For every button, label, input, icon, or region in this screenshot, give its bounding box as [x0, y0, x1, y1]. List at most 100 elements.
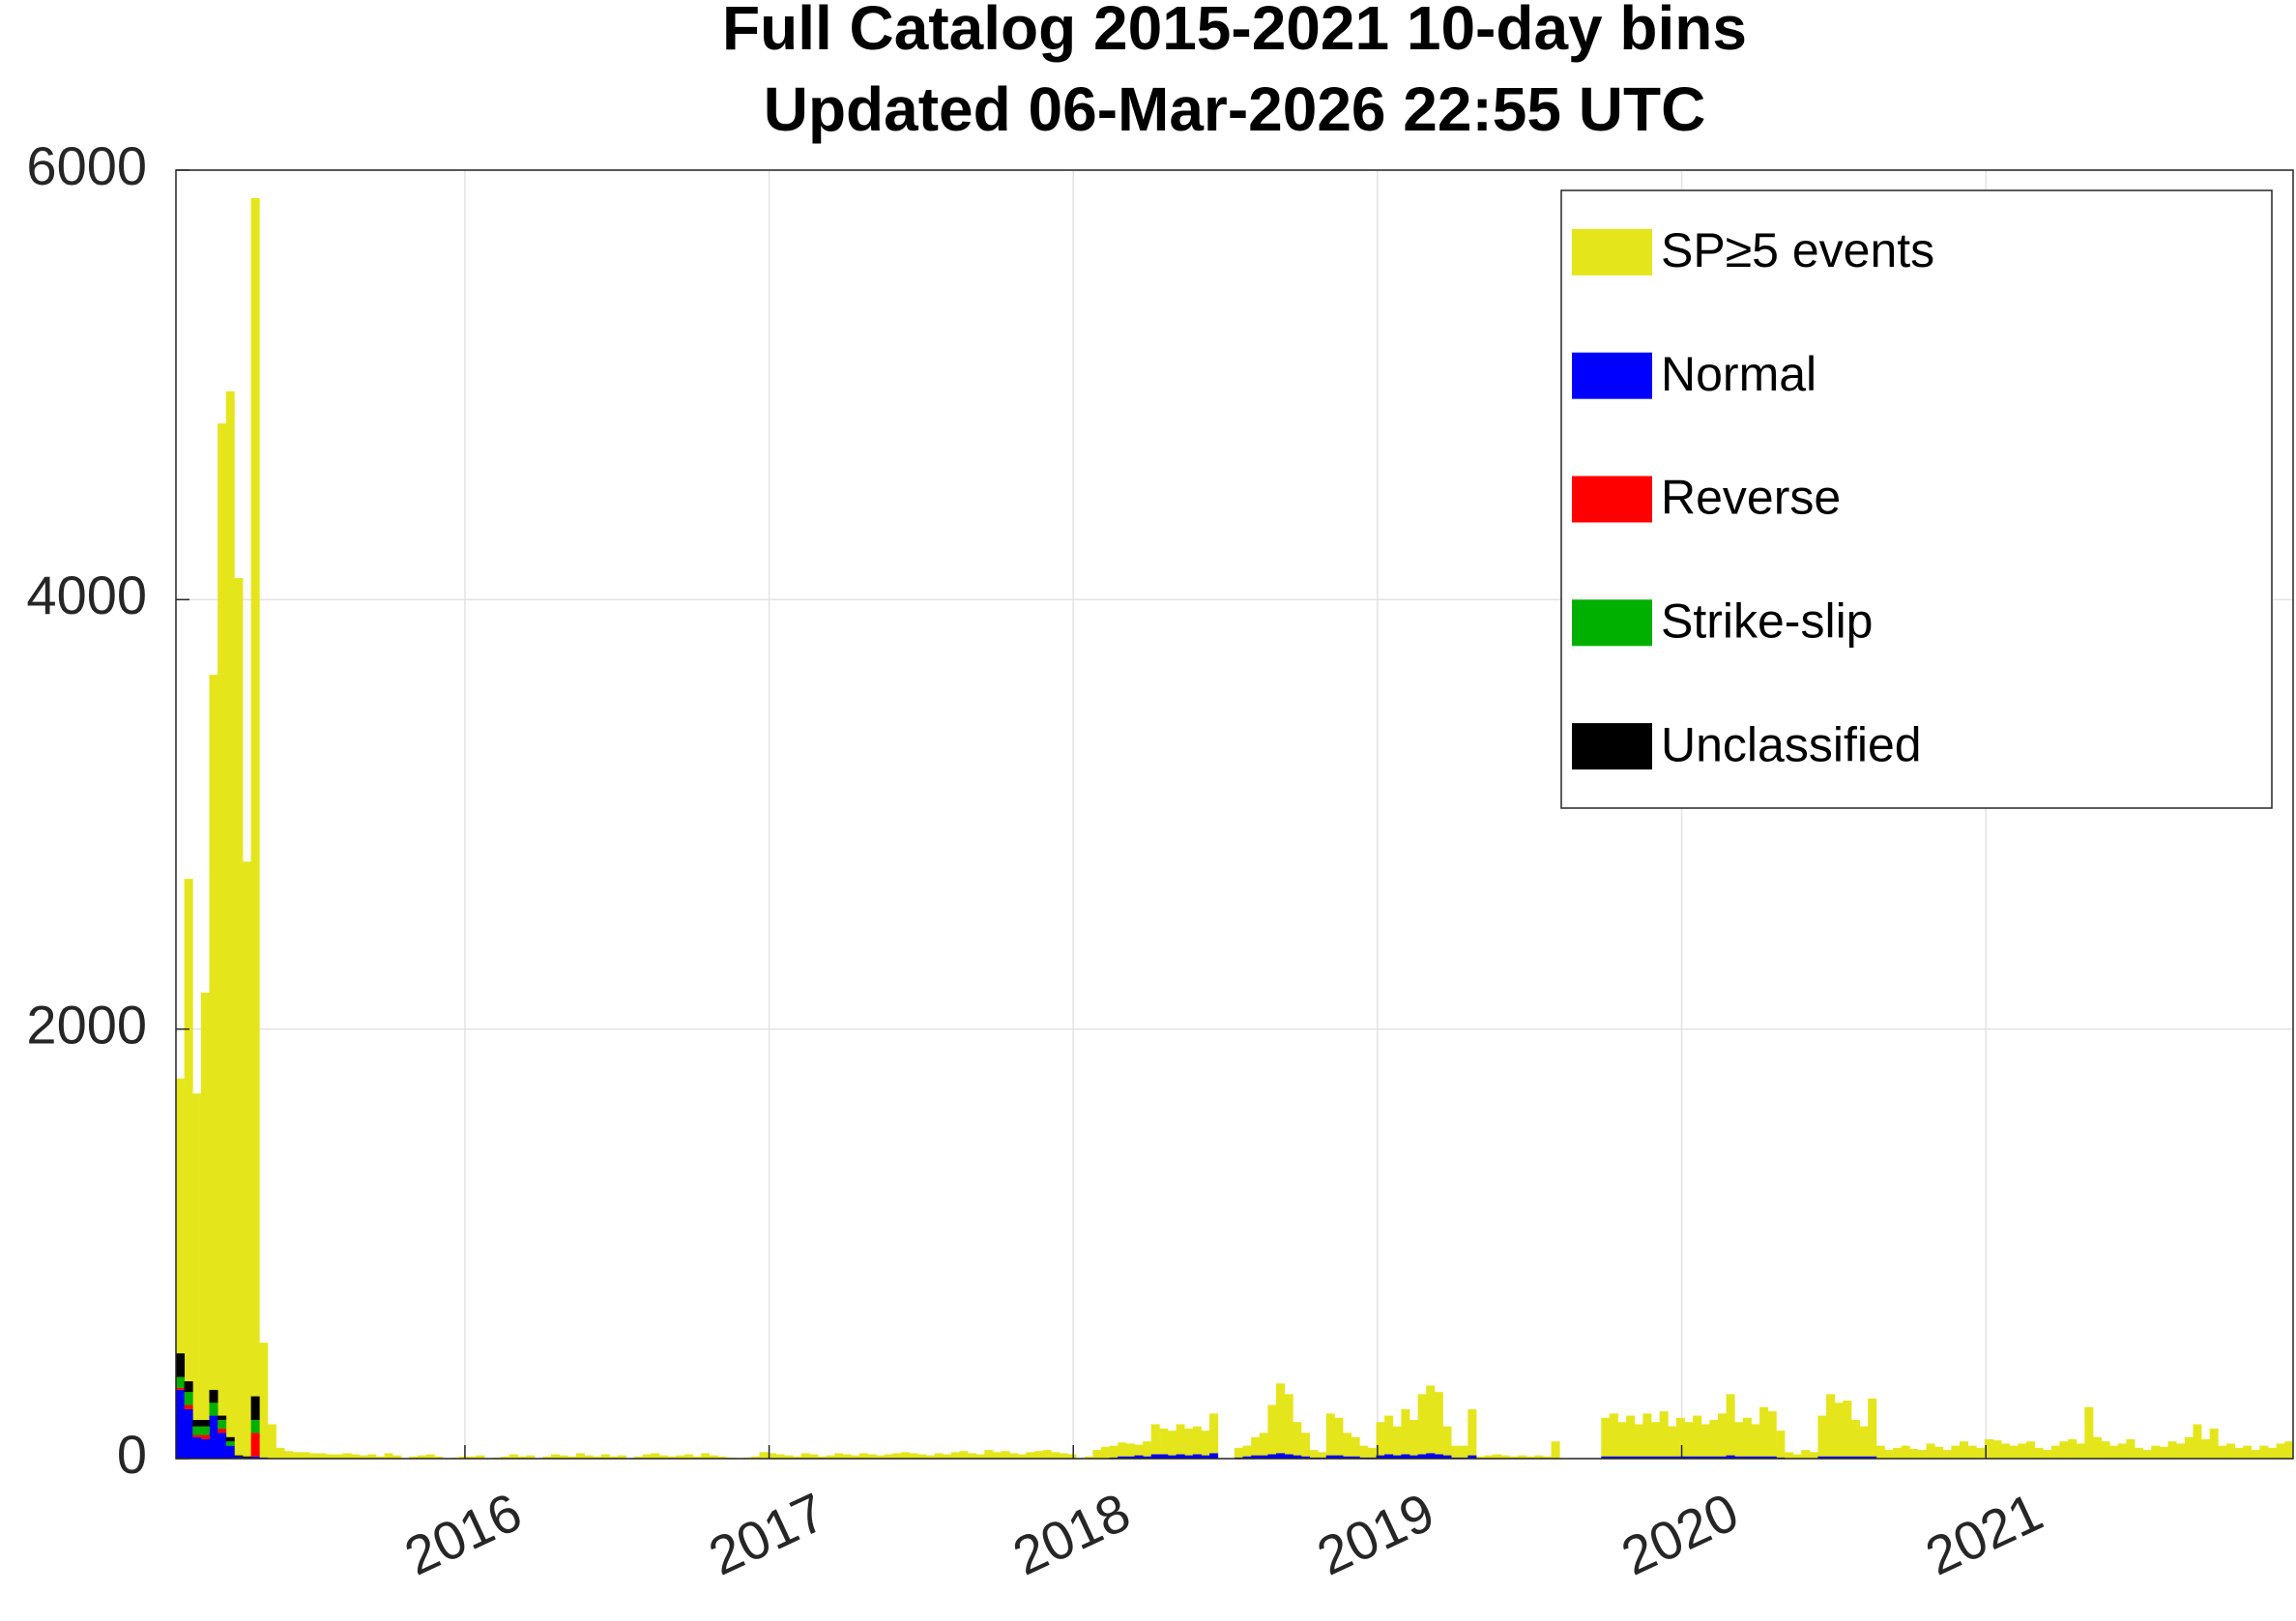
bar — [1850, 1420, 1860, 1459]
bar — [1642, 1413, 1652, 1459]
y-tick-label: 4000 — [26, 564, 147, 625]
bar — [200, 1439, 210, 1459]
bar — [2268, 1447, 2278, 1459]
bar — [984, 1450, 994, 1459]
bar — [1926, 1443, 1935, 1459]
bar — [642, 1454, 652, 1459]
bar — [1700, 1456, 1710, 1459]
bar — [1084, 1456, 1093, 1459]
bar — [1875, 1445, 1885, 1459]
bar — [225, 1445, 235, 1459]
bar — [250, 197, 260, 1459]
bar — [200, 1434, 210, 1440]
bar — [1401, 1454, 1410, 1459]
bar — [1726, 1455, 1735, 1459]
bar — [176, 1376, 186, 1388]
bar — [817, 1456, 827, 1459]
bar — [1850, 1456, 1860, 1459]
bar — [1426, 1453, 1436, 1459]
bar — [1267, 1454, 1277, 1459]
bar — [1992, 1440, 2002, 1459]
bar — [2050, 1445, 2060, 1459]
bar — [1300, 1456, 1310, 1459]
bar — [1817, 1415, 1827, 1459]
bar — [234, 1456, 244, 1459]
bar — [184, 1404, 193, 1409]
bar — [1634, 1456, 1643, 1459]
bar — [934, 1453, 944, 1459]
bar — [1284, 1394, 1293, 1459]
bar — [2243, 1445, 2252, 1459]
bar — [2059, 1441, 2069, 1459]
bar — [1034, 1451, 1044, 1459]
bar — [267, 1424, 276, 1459]
bar — [1859, 1456, 1869, 1459]
bar — [1251, 1436, 1261, 1459]
bar — [917, 1454, 927, 1459]
bar — [209, 1403, 218, 1416]
bar — [943, 1454, 952, 1459]
bar — [1284, 1454, 1293, 1459]
bar — [176, 1387, 186, 1390]
bar — [1976, 1447, 1986, 1459]
bar — [959, 1451, 969, 1459]
bar — [2234, 1447, 2244, 1459]
bar — [1534, 1455, 1544, 1459]
bar — [1009, 1453, 1019, 1459]
bar — [1417, 1454, 1427, 1459]
legend-label: Reverse — [1661, 471, 1841, 525]
bar — [2109, 1445, 2119, 1459]
bar — [617, 1455, 626, 1459]
bar — [1651, 1456, 1661, 1459]
bar — [209, 675, 218, 1459]
bar — [1125, 1443, 1135, 1459]
bar — [1293, 1422, 1302, 1459]
bar — [1143, 1456, 1152, 1459]
bar — [2193, 1424, 2202, 1459]
bar — [692, 1456, 702, 1459]
bar — [892, 1453, 902, 1459]
bar — [1325, 1413, 1335, 1459]
bar — [1242, 1445, 1252, 1459]
bar — [218, 423, 227, 1459]
bar — [509, 1454, 518, 1459]
bar — [2251, 1450, 2260, 1459]
bar — [2117, 1443, 2127, 1459]
bar — [1809, 1452, 1818, 1459]
bar — [1500, 1455, 1510, 1459]
bar — [1493, 1454, 1502, 1459]
bar — [1134, 1444, 1144, 1459]
bar — [1392, 1455, 1402, 1459]
bar — [1843, 1456, 1852, 1459]
bar — [1967, 1445, 1977, 1459]
bar — [2025, 1441, 2036, 1459]
bar — [1051, 1452, 1061, 1459]
bar — [1675, 1417, 1685, 1459]
bar — [1201, 1431, 1210, 1459]
bar — [392, 1455, 402, 1459]
bar — [701, 1453, 711, 1459]
bar — [1859, 1426, 1869, 1459]
bar — [1384, 1454, 1394, 1459]
bar — [1300, 1433, 1310, 1459]
bar — [242, 1456, 251, 1458]
bar — [676, 1455, 685, 1459]
bar — [1601, 1417, 1611, 1459]
chart-subtitle: Updated 06-Mar-2026 22:55 UTC — [764, 74, 1706, 144]
bar — [1334, 1455, 1344, 1459]
bar — [1276, 1383, 1286, 1459]
bar — [867, 1454, 877, 1459]
bar — [2076, 1443, 2085, 1459]
bar — [1759, 1456, 1769, 1459]
bar — [200, 1420, 210, 1427]
bar — [1417, 1394, 1427, 1459]
bar — [2101, 1441, 2110, 1459]
bar — [1343, 1433, 1352, 1459]
bar — [276, 1447, 285, 1459]
bar — [351, 1454, 361, 1459]
legend: SP≥5 events Normal Reverse Strike-slip Uncla… — [1560, 189, 2273, 809]
bar — [1376, 1422, 1385, 1459]
bar — [1901, 1445, 1910, 1459]
bar — [326, 1454, 335, 1459]
bar — [1634, 1424, 1643, 1459]
